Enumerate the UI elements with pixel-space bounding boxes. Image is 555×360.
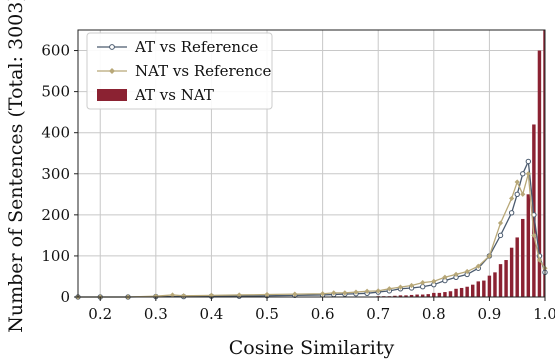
data-point [514, 179, 520, 185]
series-line [78, 173, 546, 298]
data-point [525, 171, 531, 177]
data-point [514, 191, 520, 198]
data-point [169, 292, 176, 298]
bar [537, 50, 542, 298]
y-axis-label: Number of Sentences (Total: 3003) [5, 0, 27, 333]
x-tick-label: 0.6 [311, 305, 335, 323]
bar [515, 237, 519, 297]
data-point [525, 158, 532, 165]
y-tick-label: 500 [41, 83, 70, 101]
y-tick-label: 0 [60, 288, 70, 306]
bar [432, 292, 436, 297]
x-tick-label: 0.7 [366, 305, 390, 323]
x-axis-ticks: 0.2 0.3 0.4 0.5 0.6 0.7 0.8 0.9 1.0 [88, 297, 555, 323]
bar [493, 272, 497, 297]
bar [487, 275, 492, 297]
data-point [431, 278, 437, 284]
x-tick-label: 0.2 [88, 305, 112, 323]
data-point [531, 232, 537, 238]
data-point [453, 271, 459, 278]
data-point [420, 280, 426, 286]
data-point [486, 253, 493, 259]
line-series [75, 158, 548, 300]
bar [448, 291, 453, 297]
y-tick-label: 100 [41, 247, 70, 265]
data-point [342, 290, 348, 296]
bar [454, 288, 458, 297]
legend-box [86, 32, 273, 110]
x-tick-label: 0.5 [255, 305, 279, 323]
x-axis-label: Cosine Similarity [229, 337, 395, 359]
data-point [497, 220, 504, 226]
bar [459, 287, 464, 297]
bar [426, 294, 430, 297]
legend-marker [109, 68, 115, 74]
bar [526, 194, 531, 297]
bar-series [376, 30, 545, 298]
data-point [408, 282, 415, 289]
bar [404, 295, 408, 297]
data-point [292, 291, 298, 297]
data-point [331, 290, 337, 296]
x-tick-label: 0.8 [422, 305, 446, 323]
bar [409, 294, 414, 297]
data-point [442, 274, 448, 280]
y-tick-label: 300 [41, 165, 70, 183]
data-point [236, 292, 242, 298]
bar [482, 280, 486, 297]
bar [498, 264, 503, 297]
bar [443, 292, 447, 297]
bar [504, 260, 508, 297]
data-point [353, 289, 359, 295]
data-point [536, 257, 543, 263]
x-tick-label: 0.4 [199, 305, 223, 323]
bar [476, 281, 481, 297]
bar [393, 295, 397, 297]
legend: AT vs Reference NAT vs Reference AT vs NAT [86, 32, 273, 110]
legend-label: NAT vs Reference [135, 62, 272, 80]
data-point [264, 291, 270, 298]
y-tick-label: 200 [41, 206, 70, 224]
x-tick-label: 0.3 [144, 305, 168, 323]
bar [471, 284, 475, 297]
bar [509, 247, 514, 297]
bar [398, 295, 403, 297]
bar [465, 286, 469, 297]
data-point [520, 191, 526, 197]
y-tick-label: 400 [41, 124, 70, 142]
bar [420, 294, 425, 297]
data-point [364, 288, 370, 294]
data-point [464, 268, 470, 275]
legend-marker [109, 44, 115, 50]
y-tick-label: 600 [41, 42, 70, 60]
bar [521, 218, 525, 297]
bar [415, 294, 419, 297]
legend-swatch [97, 89, 127, 101]
data-point [375, 288, 381, 294]
data-point [320, 291, 326, 297]
legend-label: AT vs NAT [134, 86, 214, 104]
x-tick-label: 0.9 [477, 305, 501, 323]
y-axis-ticks: 0 100 200 300 400 500 600 [41, 42, 78, 306]
data-point [475, 263, 481, 269]
data-point [508, 210, 515, 216]
data-point [397, 284, 404, 290]
data-point [520, 171, 526, 177]
data-point [497, 232, 504, 239]
bar [437, 292, 442, 297]
data-point [509, 195, 515, 202]
x-tick-label: 1.0 [533, 305, 555, 323]
legend-label: AT vs Reference [134, 38, 258, 56]
bar [543, 30, 545, 297]
series-line [78, 158, 546, 298]
plot-frame [77, 29, 546, 298]
data-point [386, 286, 392, 292]
